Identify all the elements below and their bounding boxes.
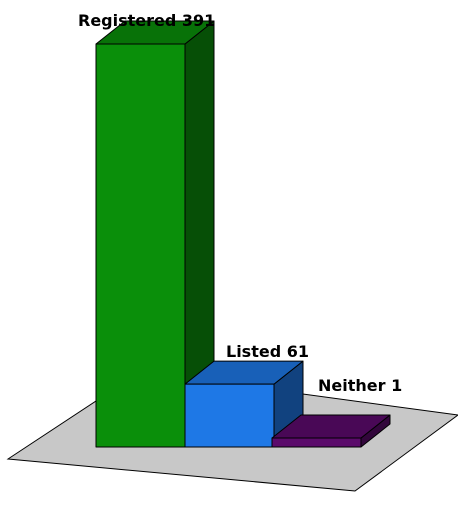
bar-front-registered [95,43,186,448]
bar-front-listed [184,383,275,448]
bar-front-neither [271,437,362,448]
data-label-listed: Listed 61 [226,342,309,361]
bar-neither [271,414,391,448]
bar-registered [95,20,215,448]
data-label-neither: Neither 1 [318,376,402,395]
data-labels: Registered 391 Listed 61 Neither 1 [78,11,402,395]
bars [95,20,391,448]
data-label-registered: Registered 391 [78,11,215,30]
